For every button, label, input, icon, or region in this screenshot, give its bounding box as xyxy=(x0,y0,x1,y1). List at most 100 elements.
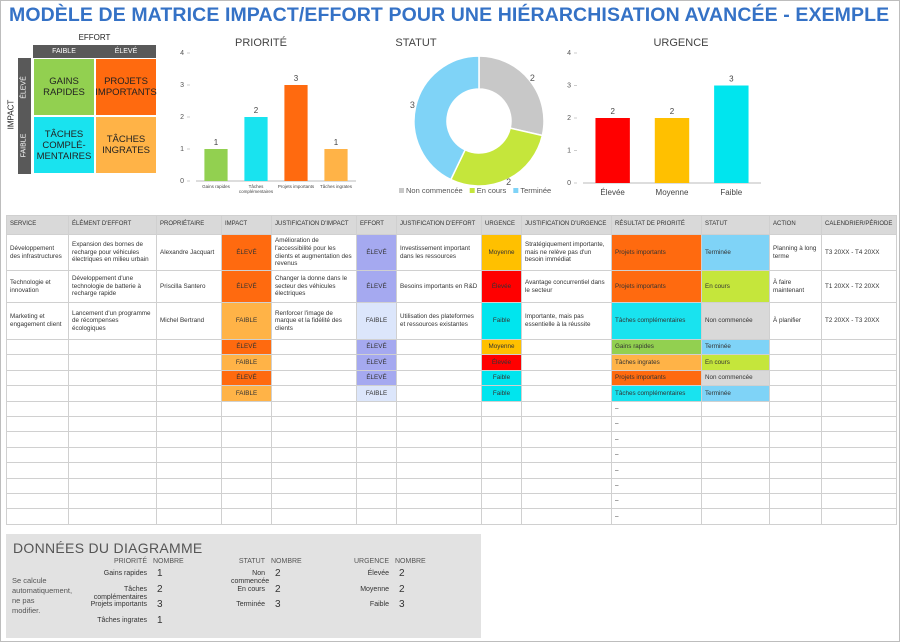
matrix-cell: GAINS RAPIDES xyxy=(33,58,95,116)
table-cell: T1 20XX - T2 20XX xyxy=(821,270,897,303)
table-cell xyxy=(271,415,357,433)
table-cell xyxy=(396,446,482,464)
table-cell xyxy=(156,369,222,387)
table-cell xyxy=(221,462,272,479)
value-label: 3 xyxy=(294,74,299,83)
x-tick-label: Gains rapides xyxy=(202,184,230,189)
table-cell xyxy=(521,462,612,479)
chart-title: URGENCE xyxy=(653,37,708,49)
data-table: SERVICE ÉLÉMENT D'EFFORT PROPRIÉTAIRE IMPAC… xyxy=(6,215,897,525)
panel-header: NOMBRE xyxy=(395,558,426,565)
table-cell xyxy=(356,446,397,464)
table-cell xyxy=(701,431,770,448)
table-cell: Changer la donne dans le secteur des véh… xyxy=(271,270,357,303)
table-cell: FAIBLE xyxy=(356,385,397,402)
bar xyxy=(284,85,308,181)
column-header: RÉSULTAT DE PRIORITÉ xyxy=(611,215,702,235)
y-tick-label: 0 xyxy=(567,180,571,187)
table-cell: Moyenne xyxy=(481,338,522,356)
table-cell: Terminée xyxy=(701,385,770,402)
table-cell xyxy=(769,462,822,479)
table-cell xyxy=(521,508,612,525)
charts: PRIORITÉ 0 1 2 3 4 1 2 3 1 STATUT 2 2 3 Non commencée E… xyxy=(180,36,761,197)
bar xyxy=(204,149,228,181)
table-cell xyxy=(396,385,482,402)
table-cell: Projets importants xyxy=(611,270,702,303)
table-cell: À faire maintenant xyxy=(769,270,822,303)
panel-count: 1 xyxy=(157,568,163,579)
table-cell: Importante, mais pas essentielle à la ré… xyxy=(521,302,612,340)
table-cell xyxy=(396,354,482,371)
matrix-x-header xyxy=(33,45,156,58)
table-cell xyxy=(6,338,69,356)
chart-data-panel: DONNÉES DU DIAGRAMME Se calcule automati… xyxy=(6,534,481,638)
table-cell xyxy=(769,477,822,494)
table-cell xyxy=(396,477,482,494)
bar xyxy=(595,118,630,183)
table-cell xyxy=(271,492,357,510)
table-cell xyxy=(769,492,822,510)
table-cell: Stratégiquement importante, mais ne relè… xyxy=(521,234,612,271)
panel-category: Projets importants xyxy=(90,601,147,608)
y-tick-label: 3 xyxy=(567,82,571,89)
y-tick-label: 4 xyxy=(180,50,184,57)
table-row: ÉLEVÉ ÉLEVÉ Moyenne Gains rapides Terminée xyxy=(6,338,897,356)
table-cell xyxy=(156,462,222,479)
table-cell: ÉLEVÉ xyxy=(356,234,397,271)
table-cell xyxy=(396,462,482,479)
column-header: URGENCE xyxy=(481,215,522,235)
table-cell xyxy=(521,415,612,433)
table-cell: – xyxy=(611,477,702,494)
panel-count: 2 xyxy=(399,583,405,595)
table-cell xyxy=(356,508,397,525)
panel-header: PRIORITÉ xyxy=(113,558,147,565)
page-title: MODÈLE DE MATRICE IMPACT/EFFORT POUR UNE… xyxy=(9,4,890,26)
table-cell: Faible xyxy=(481,369,522,387)
matrix-x-category: ÉLEVÉ xyxy=(114,48,138,55)
panel-count: 3 xyxy=(157,599,163,610)
table-cell xyxy=(221,446,272,464)
table-cell xyxy=(68,462,157,479)
table-cell: ÉLEVÉ xyxy=(221,234,272,271)
table-cell xyxy=(521,385,612,402)
table-cell xyxy=(821,462,897,479)
table-row: Technologie et innovation Développement d… xyxy=(6,270,897,303)
y-tick-label: 2 xyxy=(567,115,571,122)
table-cell xyxy=(821,508,897,525)
column-header: CALENDRIER/PÉRIODE xyxy=(821,215,897,235)
table-cell xyxy=(396,415,482,433)
x-tick-label: Moyenne xyxy=(656,188,689,197)
table-cell xyxy=(156,508,222,525)
column-header: JUSTIFICATION D'IMPACT xyxy=(271,215,357,235)
table-cell xyxy=(156,385,222,402)
table-cell: Développement d'une technologie de batte… xyxy=(68,270,157,303)
table-cell xyxy=(68,400,157,417)
table-cell xyxy=(356,492,397,510)
table-cell xyxy=(221,400,272,417)
value-label: 1 xyxy=(334,138,339,147)
table-cell: ÉLEVÉ xyxy=(221,270,272,303)
table-cell xyxy=(481,508,522,525)
table-cell xyxy=(356,477,397,494)
table-cell: FAIBLE xyxy=(221,302,272,340)
table-cell: FAIBLE xyxy=(356,302,397,340)
table-cell xyxy=(821,446,897,464)
table-cell xyxy=(156,338,222,356)
table-cell xyxy=(68,385,157,402)
table-row: ÉLEVÉ ÉLEVÉ Faible Projets importants Non co… xyxy=(6,369,897,387)
table-row: – xyxy=(6,446,897,464)
table-cell xyxy=(156,400,222,417)
table-row: Marketing et engagement client Lancement … xyxy=(6,302,897,340)
table-cell xyxy=(221,431,272,448)
table-cell: Expansion des bornes de recharge pour vé… xyxy=(68,234,157,271)
panel-note: Se calcule automatiquement, ne pas modif… xyxy=(12,576,73,615)
matrix-y-header xyxy=(18,58,31,174)
matrix-x-category: FAIBLE xyxy=(52,48,76,55)
bar xyxy=(714,85,749,183)
table-cell: Marketing et engagement client xyxy=(6,302,69,340)
panel-category: Non commencée xyxy=(231,570,270,585)
value-label: 2 xyxy=(530,73,535,83)
table-cell xyxy=(271,431,357,448)
panel-count: 2 xyxy=(275,583,281,595)
